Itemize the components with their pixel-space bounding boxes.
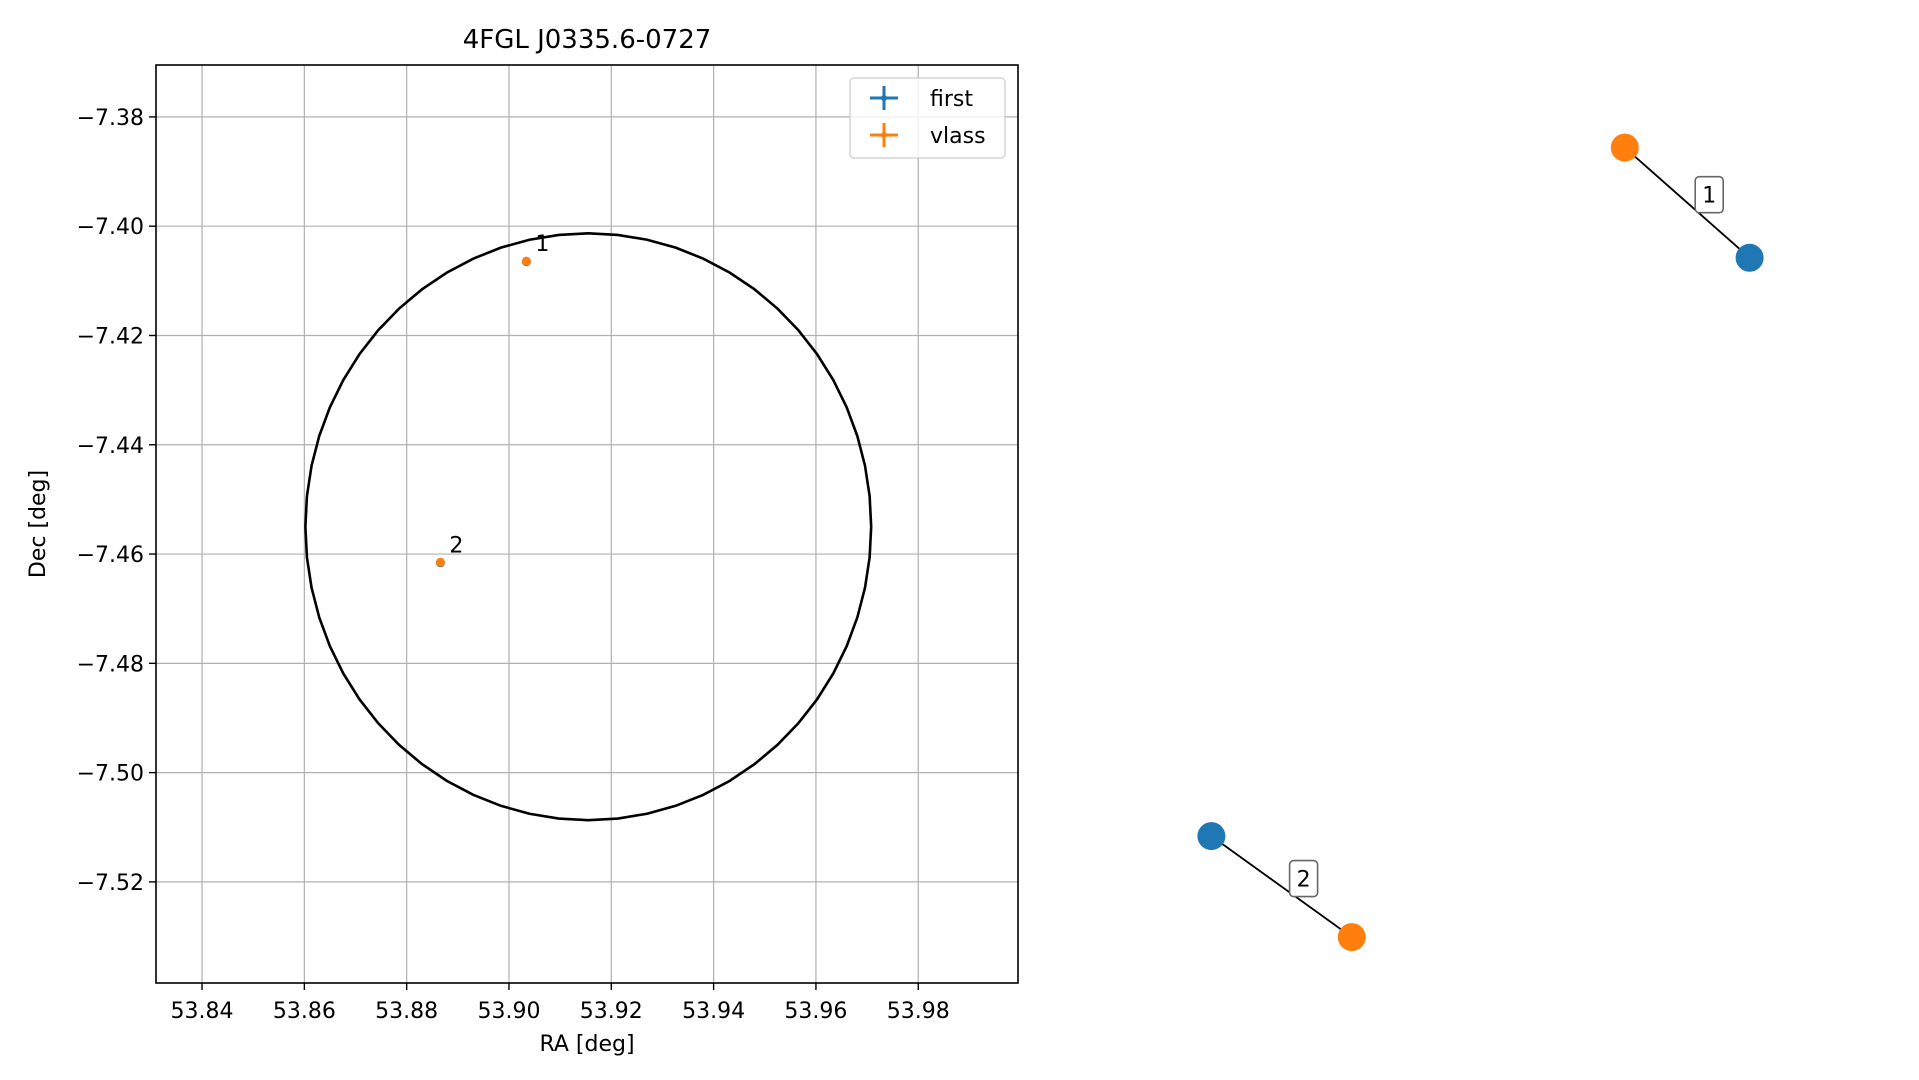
x-tick-label: 53.88 bbox=[375, 999, 438, 1024]
x-tick-label: 53.92 bbox=[580, 999, 643, 1024]
vlass-point bbox=[521, 256, 531, 266]
legend: first vlass bbox=[849, 77, 1006, 159]
x-tick-label: 53.98 bbox=[887, 999, 950, 1024]
chart-title: 4FGL J0335.6-0727 bbox=[463, 25, 712, 55]
y-tick-label: −7.40 bbox=[77, 215, 144, 240]
pair-connector bbox=[1624, 146, 1751, 259]
x-tick-label: 53.96 bbox=[784, 999, 847, 1024]
y-tick-label: −7.50 bbox=[77, 762, 144, 787]
grid bbox=[156, 65, 1018, 983]
y-tick-label: −7.52 bbox=[77, 871, 144, 896]
y-axis-label: Dec [deg] bbox=[26, 470, 51, 578]
x-tick-label: 53.94 bbox=[682, 999, 745, 1024]
circle-outline bbox=[304, 231, 873, 822]
data-points: 12 bbox=[435, 232, 549, 568]
y-tick-label: −7.44 bbox=[77, 434, 144, 459]
x-ticks: 53.84 53.86 53.88 53.90 53.92 53.94 53.96 53.98 bbox=[171, 983, 950, 1024]
axes-frame bbox=[155, 64, 1019, 984]
pair-label-box bbox=[1694, 175, 1724, 214]
pair-label: 2 bbox=[1297, 868, 1311, 893]
pair-connector bbox=[1210, 835, 1353, 938]
legend-marker-first bbox=[870, 86, 898, 110]
point-label: 2 bbox=[449, 533, 463, 558]
first-marker bbox=[1197, 822, 1226, 851]
x-tick-label: 53.90 bbox=[477, 999, 540, 1024]
point-label: 1 bbox=[535, 232, 549, 257]
right-offset-plot: 12 bbox=[1197, 133, 1764, 952]
legend-marker-vlass bbox=[870, 123, 898, 147]
x-tick-label: 53.84 bbox=[171, 999, 234, 1024]
y-tick-label: −7.42 bbox=[77, 324, 144, 349]
x-tick-label: 53.86 bbox=[273, 999, 336, 1024]
vlass-point bbox=[435, 557, 445, 567]
legend-label-first: first bbox=[930, 87, 973, 112]
x-axis-label: RA [deg] bbox=[539, 1032, 634, 1057]
vlass-marker bbox=[1337, 923, 1366, 952]
left-plot: 4FGL J0335.6-0727 12 53.84 53.86 53.88 53.9… bbox=[26, 25, 1019, 1057]
y-tick-label: −7.46 bbox=[77, 543, 144, 568]
y-tick-label: −7.48 bbox=[77, 652, 144, 677]
legend-label-vlass: vlass bbox=[930, 124, 986, 149]
y-tick-label: −7.38 bbox=[77, 106, 144, 131]
pair-label-box bbox=[1288, 859, 1319, 898]
first-marker bbox=[1735, 243, 1764, 272]
y-ticks: −7.38 −7.40 −7.42 −7.44 −7.46 −7.48 −7.50 −7.52 bbox=[77, 106, 156, 896]
error-ellipse bbox=[304, 231, 873, 822]
pair-label: 1 bbox=[1702, 184, 1716, 209]
vlass-marker bbox=[1610, 133, 1639, 162]
